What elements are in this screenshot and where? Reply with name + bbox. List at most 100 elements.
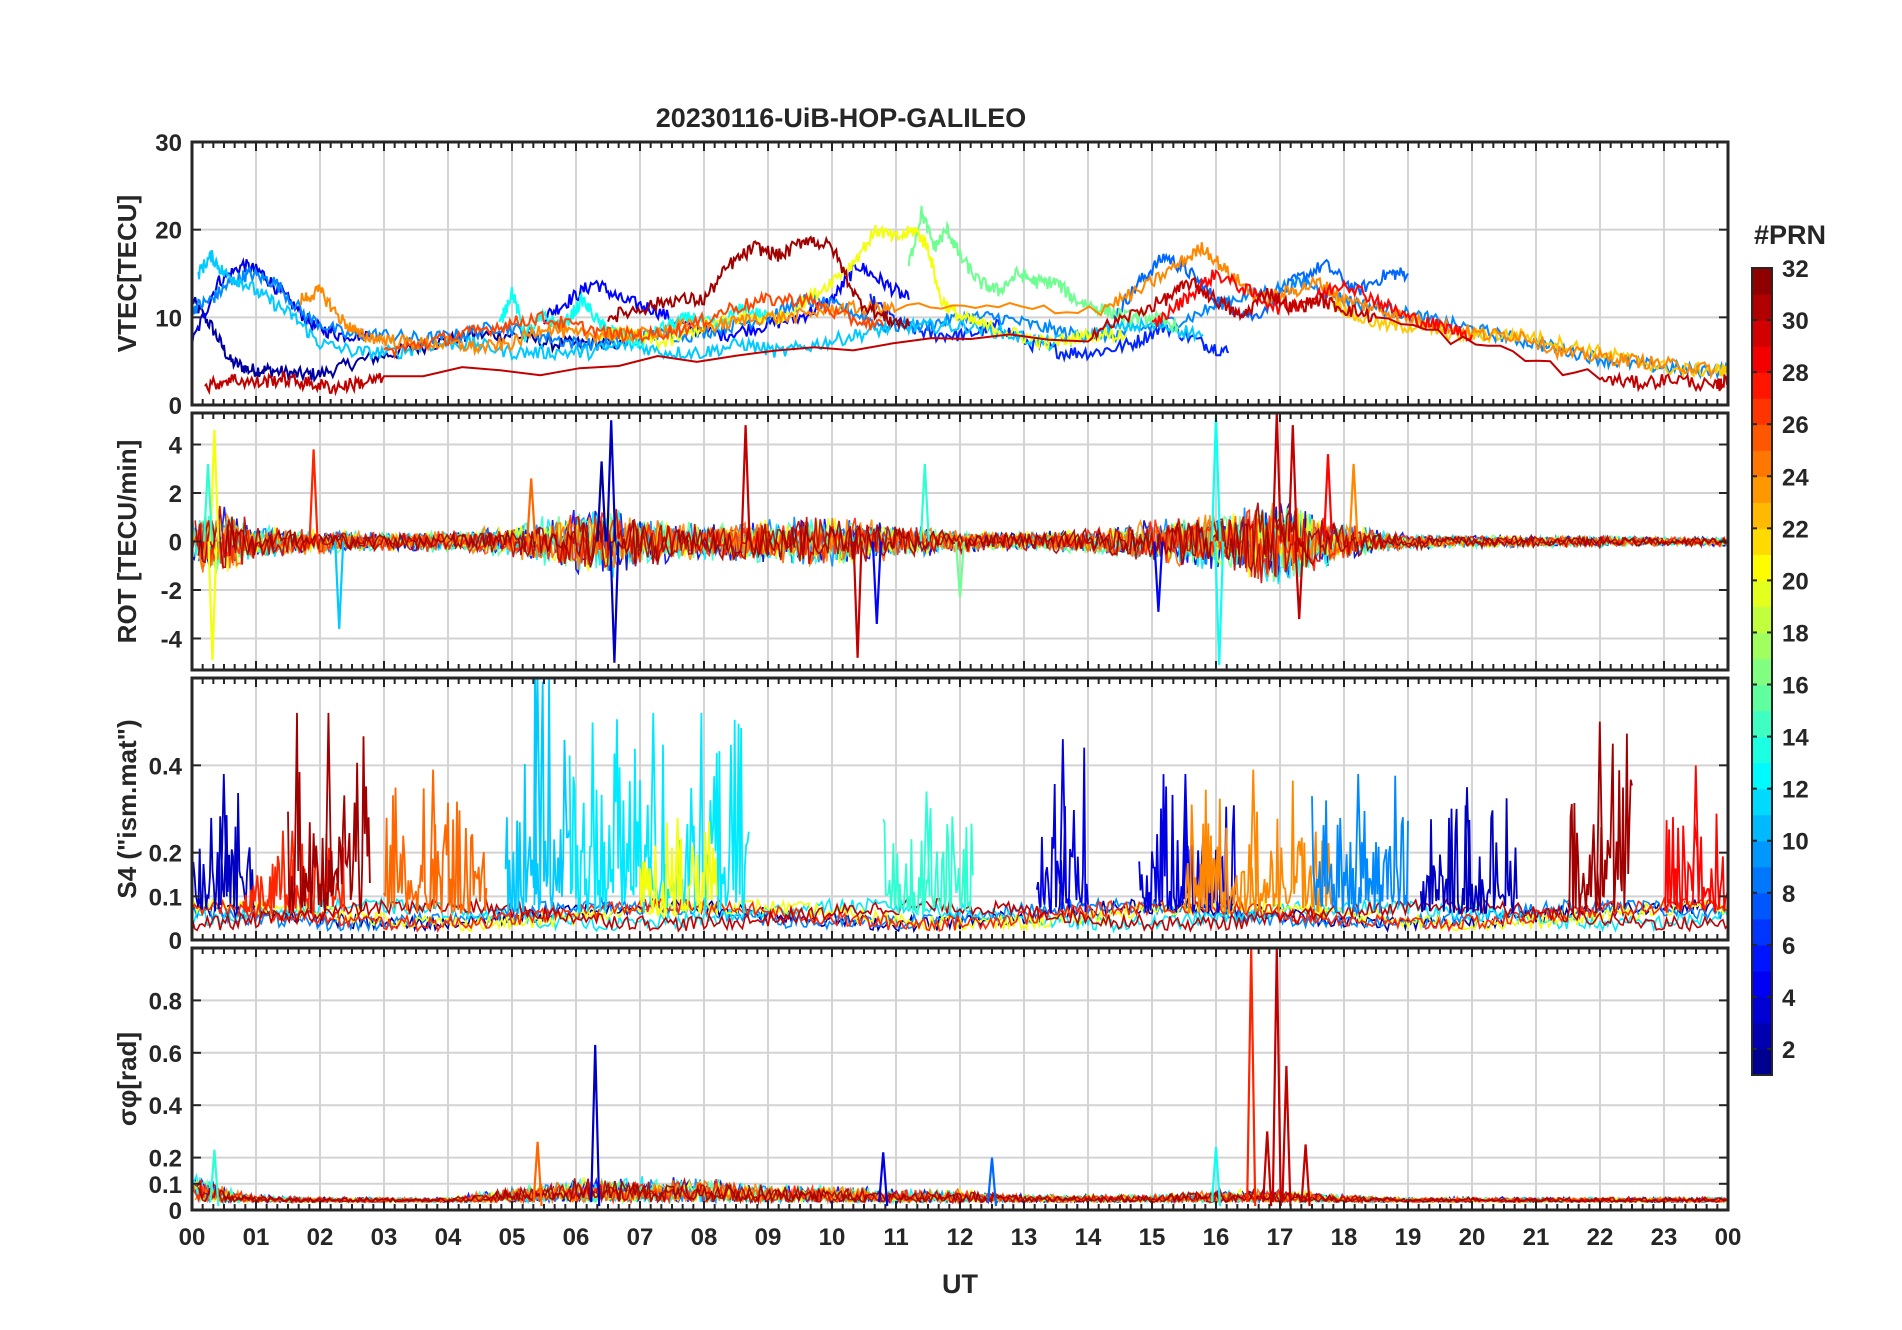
spike-prn-5 xyxy=(1153,541,1164,612)
colorbar-segment xyxy=(1752,684,1772,712)
y-tick-label: 0.8 xyxy=(149,988,182,1015)
x-tick-labels: 00 01 02 03 04 05 06 07 08 09 10 11 12 13 14 15 16 17 18 19… xyxy=(179,1224,1742,1251)
y-axis-label: σφ[rad] xyxy=(112,1032,142,1126)
y-tick-label: 0.1 xyxy=(149,1172,182,1199)
y-tick-label: 2 xyxy=(169,481,182,508)
colorbar-tick-label: 16 xyxy=(1782,673,1809,700)
colorbar-tick-label: 18 xyxy=(1782,620,1809,647)
panel-1: 0 10 20 30 VTEC[TECU] xyxy=(112,130,1730,420)
spike-prn-11 xyxy=(334,541,345,629)
spike-prn-30 xyxy=(1281,1065,1292,1207)
spike-prn-3 xyxy=(609,541,620,663)
s4-burst-prn-14 xyxy=(882,791,974,917)
colorbar-tick-label: 26 xyxy=(1782,412,1809,439)
y-tick-label: 0 xyxy=(169,530,182,557)
colorbar-tick-label: 30 xyxy=(1782,308,1809,335)
spike-prn-30 xyxy=(852,541,863,658)
colorbar-tick-label: 4 xyxy=(1782,985,1796,1012)
colorbar-segment xyxy=(1752,502,1772,529)
colorbar-tick-label: 8 xyxy=(1782,881,1795,908)
colorbar-tick-label: 32 xyxy=(1782,256,1809,283)
x-tick-label: 20 xyxy=(1459,1224,1486,1251)
s4-burst-prn-20 xyxy=(639,817,718,915)
colorbar-segment xyxy=(1752,658,1772,686)
y-tick-label: 0.6 xyxy=(149,1041,182,1068)
y-tick-label: 0.4 xyxy=(149,753,183,780)
colorbar-segment xyxy=(1752,476,1772,503)
colorbar-segment xyxy=(1752,918,1772,946)
colorbar-label: #PRN xyxy=(1754,220,1826,250)
vtec-series-prn-24 xyxy=(299,242,1716,380)
spike-prn-25 xyxy=(532,1141,543,1207)
y-tick-label: 0.1 xyxy=(149,884,182,911)
y-tick-label: 30 xyxy=(155,130,182,157)
colorbar-segment xyxy=(1752,528,1772,555)
vtec-series-prn-30 xyxy=(204,276,1728,397)
x-tick-label: 23 xyxy=(1651,1224,1678,1251)
x-tick-label: 21 xyxy=(1523,1224,1550,1251)
vtec-series-prn-31 xyxy=(607,235,910,330)
colorbar-segment xyxy=(1752,788,1772,816)
x-tick-label: 13 xyxy=(1011,1224,1038,1251)
colorbar-segment xyxy=(1752,372,1772,399)
s4-baseline-prn-30 xyxy=(192,895,1728,934)
x-tick-label: 18 xyxy=(1331,1224,1358,1251)
spike-prn-30 xyxy=(1271,948,1282,1207)
spike-prn-13 xyxy=(1214,541,1225,666)
spike-prn-14 xyxy=(209,1149,220,1207)
y-tick-label: 0 xyxy=(169,1198,182,1225)
x-tick-label: 00 xyxy=(179,1224,206,1251)
s4-burst-prn-31 xyxy=(1567,721,1633,914)
s4-burst-prn-4 xyxy=(1035,739,1089,914)
vtec-series-prn-8 xyxy=(1112,252,1409,323)
data-layer xyxy=(192,948,1728,1207)
s4-burst-prn-3 xyxy=(1419,787,1518,915)
x-tick-label: 16 xyxy=(1203,1224,1230,1251)
y-tick-label: -2 xyxy=(161,578,182,605)
y-tick-label: 0 xyxy=(169,928,182,955)
x-tick-label: 05 xyxy=(499,1224,526,1251)
y-tick-label: 0.2 xyxy=(149,841,182,868)
colorbar-segment xyxy=(1752,398,1772,425)
spike-prn-14 xyxy=(202,463,214,542)
y-tick-label: 10 xyxy=(155,305,182,332)
x-tick-label: 11 xyxy=(883,1224,908,1251)
x-tick-label: 12 xyxy=(947,1224,974,1251)
colorbar-segment xyxy=(1752,632,1772,660)
x-tick-label: 07 xyxy=(627,1224,654,1251)
y-tick-label: 0.2 xyxy=(149,1146,182,1173)
x-tick-label: 15 xyxy=(1139,1224,1166,1251)
vtec-series-prn-26 xyxy=(383,290,885,360)
x-tick-label: 17 xyxy=(1267,1224,1294,1251)
colorbar-segment xyxy=(1752,762,1772,790)
spike-prn-16 xyxy=(954,541,966,598)
spike-prn-30 xyxy=(1271,413,1282,542)
panel-2: -4 -2 0 2 4 ROT [TECU/min] xyxy=(112,411,1730,672)
y-tick-label: 0.4 xyxy=(149,1093,183,1120)
spike-prn-5 xyxy=(871,541,882,624)
colorbar-tick-label: 28 xyxy=(1782,360,1809,387)
spike-prn-4 xyxy=(878,1152,889,1207)
colorbar-tick-label: 24 xyxy=(1782,464,1809,491)
figure-title: 20230116-UiB-HOP-GALILEO xyxy=(656,103,1027,133)
colorbar-tick-label: 10 xyxy=(1782,829,1809,856)
spike-prn-30 xyxy=(1300,1144,1311,1207)
y-tick-label: 4 xyxy=(169,433,183,460)
spike-prn-28 xyxy=(1322,454,1334,542)
colorbar-segment xyxy=(1752,970,1772,998)
colorbar-segment xyxy=(1752,736,1772,764)
colorbar-segment xyxy=(1752,1048,1772,1076)
x-tick-label: 04 xyxy=(435,1224,462,1251)
s4-burst-prn-3 xyxy=(192,774,256,914)
spike-prn-20 xyxy=(207,541,218,661)
y-tick-label: 20 xyxy=(155,218,182,245)
x-tick-label: 22 xyxy=(1587,1224,1614,1251)
colorbar-segment xyxy=(1752,424,1772,451)
x-tick-label: 00 xyxy=(1715,1224,1742,1251)
spike-prn-30 xyxy=(1287,425,1298,542)
x-tick-label: 03 xyxy=(371,1224,398,1251)
colorbar-segment xyxy=(1752,320,1772,347)
colorbar-segment xyxy=(1752,554,1772,581)
